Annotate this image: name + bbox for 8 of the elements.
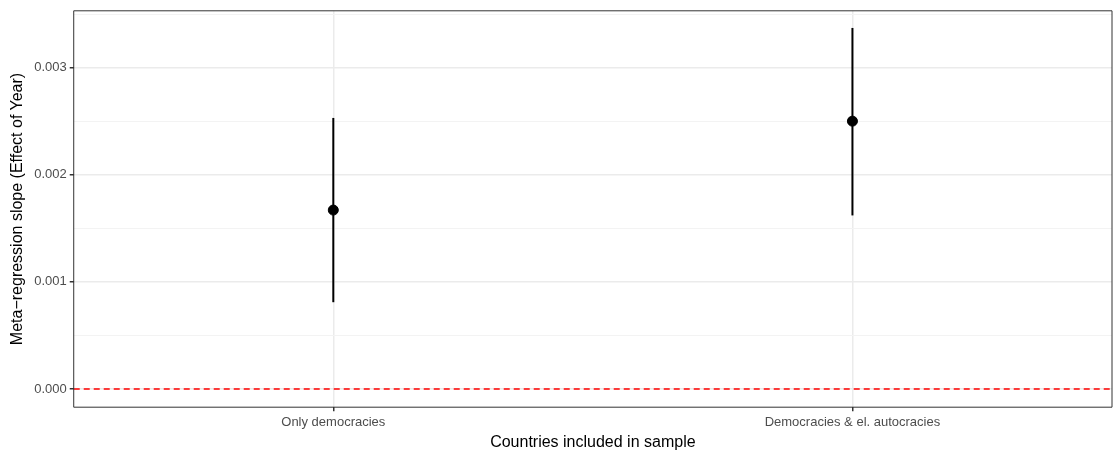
y-tick-label: 0.000 [34,380,67,396]
x-axis-title: Countries included in sample [490,432,696,450]
y-tick-label: 0.003 [34,59,67,75]
y-tick-label: 0.002 [34,166,67,182]
x-tick-label: Democracies & el. autocracies [764,413,941,429]
y-tick-label: 0.001 [34,273,67,289]
x-tick-label: Only democracies [281,413,386,429]
y-axis-title: Meta−regression slope (Effect of Year) [8,72,26,346]
